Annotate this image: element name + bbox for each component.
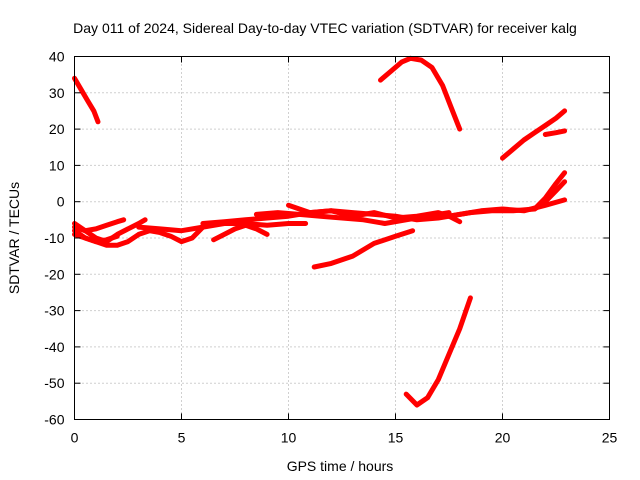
y-tick-label: 30 <box>49 85 65 101</box>
x-tick-label: 15 <box>388 430 404 446</box>
series-arc-14 <box>446 179 568 219</box>
y-tick-label: -60 <box>44 412 64 428</box>
series-arc-10 <box>253 210 452 226</box>
series-arc-11 <box>311 228 416 270</box>
chart-title: Day 011 of 2024, Sidereal Day-to-day VTE… <box>73 20 577 36</box>
x-tick-label: 5 <box>178 430 186 446</box>
series-arc-12 <box>378 55 463 132</box>
y-tick-label: -40 <box>44 339 64 355</box>
data-series <box>72 55 568 408</box>
series-arc-1 <box>72 75 101 125</box>
y-tick-label: 0 <box>57 194 65 210</box>
grid-lines <box>74 56 610 420</box>
y-axis-ticks: -60 -50 -40 -30 -20 -10 0 10 20 30 40 <box>44 49 610 428</box>
series-arc-4 <box>72 217 127 234</box>
x-axis-ticks: 0 5 10 15 20 25 <box>71 56 618 446</box>
y-tick-label: 10 <box>49 157 65 173</box>
y-tick-label: -30 <box>44 303 64 319</box>
y-tick-label: -10 <box>44 230 64 246</box>
series-arc-13 <box>403 295 473 408</box>
series-arc-5 <box>72 231 120 245</box>
x-tick-label: 0 <box>71 430 79 446</box>
y-tick-label: -50 <box>44 375 64 391</box>
y-axis-label: SDTVAR / TECUs <box>6 182 22 294</box>
y-tick-label: -20 <box>44 266 64 282</box>
series-arc-7 <box>211 222 270 243</box>
y-tick-label: 40 <box>49 49 65 65</box>
series-arc-6 <box>136 221 309 234</box>
x-tick-label: 20 <box>495 430 511 446</box>
x-tick-label: 25 <box>602 430 618 446</box>
series-arc-16 <box>542 128 568 137</box>
x-axis-label: GPS time / hours <box>287 458 394 474</box>
x-tick-label: 10 <box>281 430 297 446</box>
y-tick-label: 20 <box>49 121 65 137</box>
series-arc-15 <box>500 108 568 161</box>
series-arc-17 <box>532 170 568 212</box>
